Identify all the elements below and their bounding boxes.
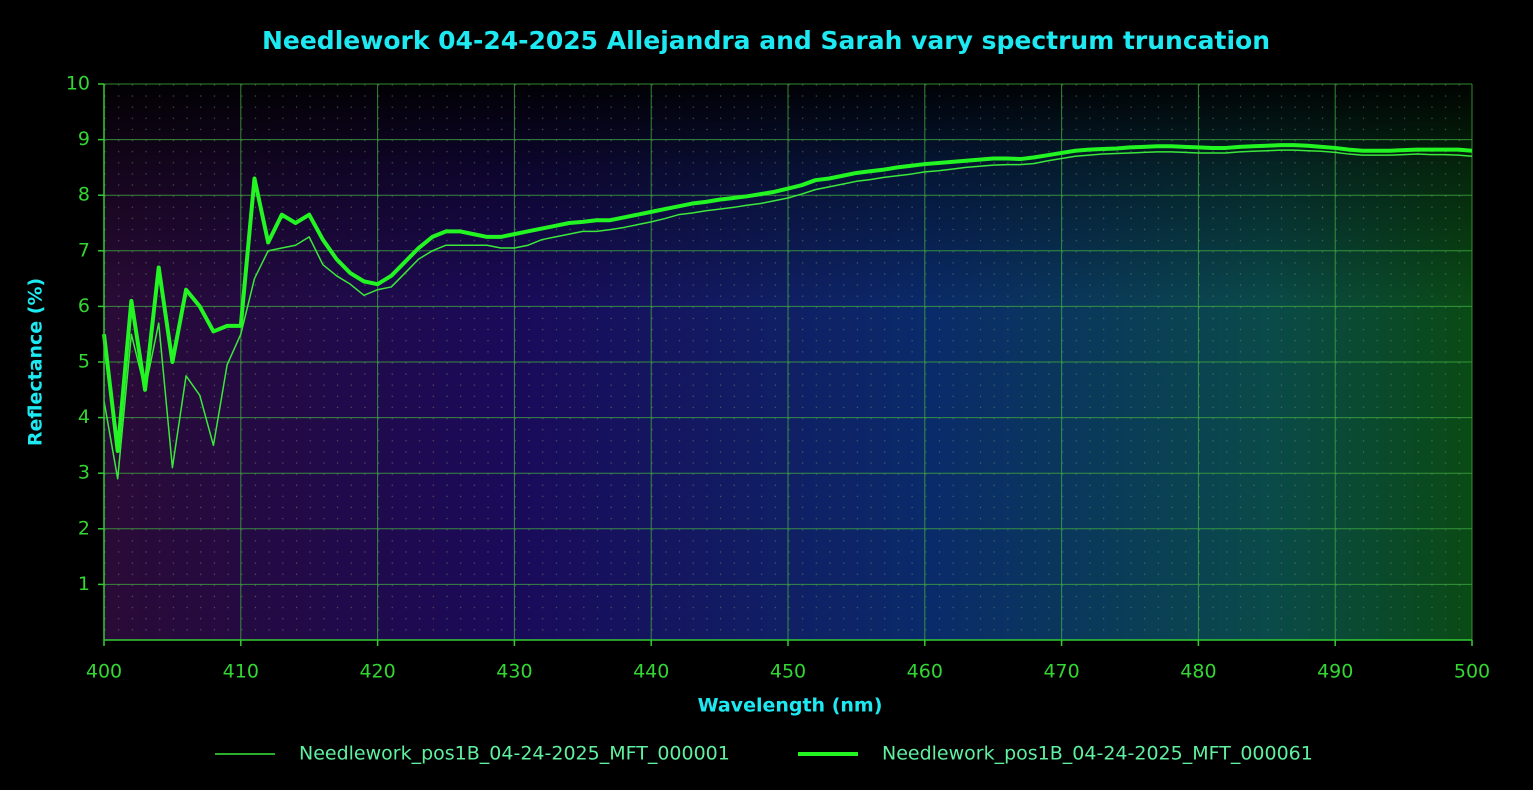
- series-lines: [102, 143, 1473, 480]
- x-tick-label: 490: [1317, 661, 1353, 683]
- y-tick-label: 10: [66, 73, 90, 95]
- x-tick-label: 410: [223, 661, 259, 683]
- x-axis-title: Wavelength (nm): [698, 695, 883, 717]
- legend-label: Needlework_pos1B_04-24-2025_MFT_000001: [299, 743, 730, 765]
- y-tick-label: 5: [78, 351, 90, 373]
- legend-label: Needlework_pos1B_04-24-2025_MFT_000061: [882, 743, 1313, 765]
- y-tick-label: 6: [78, 295, 90, 317]
- y-tick-label: 9: [78, 128, 90, 150]
- chart-title: Needlework 04-24-2025 Allejandra and Sar…: [262, 26, 1270, 55]
- y-tick-label: 4: [78, 406, 90, 428]
- y-tick-label: 7: [78, 239, 90, 261]
- y-tick-label: 1: [78, 573, 90, 595]
- y-tick-label: 8: [78, 184, 90, 206]
- series-line: [103, 149, 1473, 480]
- x-tick-label: 480: [1180, 661, 1216, 683]
- series-line: [102, 143, 1473, 453]
- x-tick-label: 470: [1043, 661, 1079, 683]
- x-tick-label: 460: [907, 661, 943, 683]
- legend: Needlework_pos1B_04-24-2025_MFT_000001 Ne…: [215, 743, 1313, 765]
- x-tick-label: 440: [633, 661, 669, 683]
- y-tick-label: 3: [78, 462, 90, 484]
- x-tick-label: 500: [1454, 661, 1490, 683]
- y-tick-label: 2: [78, 517, 90, 539]
- x-tick-label: 450: [770, 661, 806, 683]
- x-tick-label: 430: [496, 661, 532, 683]
- x-tick-label: 420: [359, 661, 395, 683]
- x-tick-label: 400: [86, 661, 122, 683]
- grid: [103, 83, 1473, 640]
- y-axis-title: Reflectance (%): [25, 278, 47, 446]
